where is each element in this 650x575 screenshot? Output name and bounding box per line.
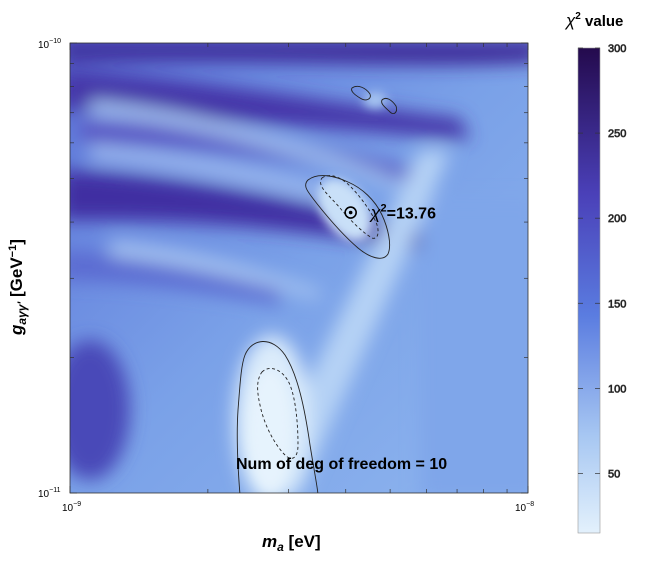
dof-annotation: Num of deg of freedom = 10 (236, 456, 447, 473)
best-fit-label: χ2=13.76 (369, 203, 436, 223)
best-fit-marker (344, 206, 357, 219)
y-tick-marks (70, 42, 528, 494)
contour-2sigma-lower (236, 341, 319, 493)
colorbar-tick-label: 50 (608, 468, 620, 480)
x-tick-label-max: 10−8 (515, 501, 534, 514)
x-tick-marks (69, 43, 529, 493)
x-axis-label: ma [eV] (262, 532, 321, 554)
heatmap-field (70, 43, 528, 493)
confidence-contours (236, 85, 397, 493)
colorbar-tick-label: 200 (608, 213, 626, 225)
contour-1sigma-lower (257, 368, 299, 459)
x-tick-label-min: 10−9 (62, 501, 81, 514)
y-tick-label-max: 10−10 (38, 38, 61, 51)
contour-1sigma-upper (320, 175, 379, 239)
best-fit-dot (348, 210, 353, 215)
colorbar-title: χ2 value (564, 11, 623, 30)
y-tick-label-min: 10−11 (38, 487, 61, 500)
colorbar-tick-label: 100 (608, 383, 626, 395)
contour-2sigma-upper (305, 175, 391, 259)
colorbar-gradient (577, 47, 601, 534)
contour-small-1 (351, 85, 371, 101)
contour-small-2 (381, 97, 397, 115)
y-axis-label: gaγγ' [GeV−1] (7, 239, 29, 336)
best-fit-ring (344, 206, 357, 219)
colorbar-tick-label: 300 (608, 43, 626, 55)
colorbar-tick-label: 250 (608, 128, 626, 140)
plot-frame (69, 42, 529, 494)
colorbar-ticks: 50 100 150 200 250 300 (578, 43, 627, 481)
colorbar-tick-label: 150 (608, 298, 626, 310)
